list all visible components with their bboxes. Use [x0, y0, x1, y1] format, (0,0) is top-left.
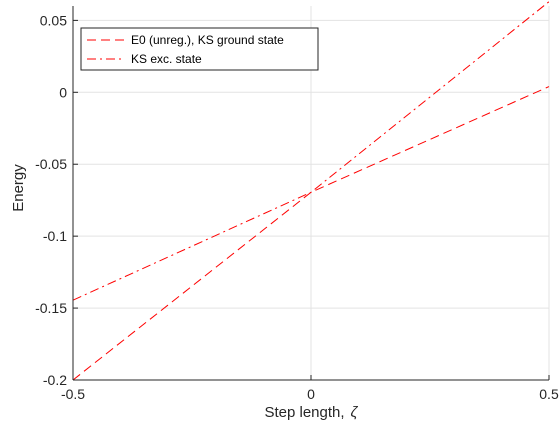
series-line-0 — [72, 86, 550, 381]
y-axis-label: Energy — [10, 164, 27, 212]
x-tick-label: 0 — [307, 386, 315, 402]
y-tick-label: -0.15 — [35, 300, 67, 316]
y-tick-label: 0 — [59, 84, 67, 100]
x-axis-label: Step length, ζ — [264, 404, 358, 421]
legend-box — [80, 27, 319, 71]
legend: E0 (unreg.), KS ground state KS exc. stat… — [80, 27, 319, 71]
y-tick-label: -0.2 — [43, 372, 67, 388]
legend-label: E0 (unreg.), KS ground state — [131, 33, 284, 47]
x-tick-label: 0.5 — [539, 386, 559, 402]
legend-label: KS exc. state — [131, 52, 202, 66]
y-tick-label: -0.05 — [35, 156, 67, 172]
y-tick-label: -0.1 — [43, 228, 67, 244]
y-tick-label: 0.05 — [40, 12, 67, 28]
series-line-1 — [72, 1, 550, 301]
x-tick-label: -0.5 — [61, 386, 85, 402]
tick-labels: -0.5 0 0.5 -0.2 -0.15 -0.1 -0.05 0 0.05 — [35, 12, 559, 402]
axes — [72, 6, 550, 381]
series-lines — [72, 1, 550, 381]
